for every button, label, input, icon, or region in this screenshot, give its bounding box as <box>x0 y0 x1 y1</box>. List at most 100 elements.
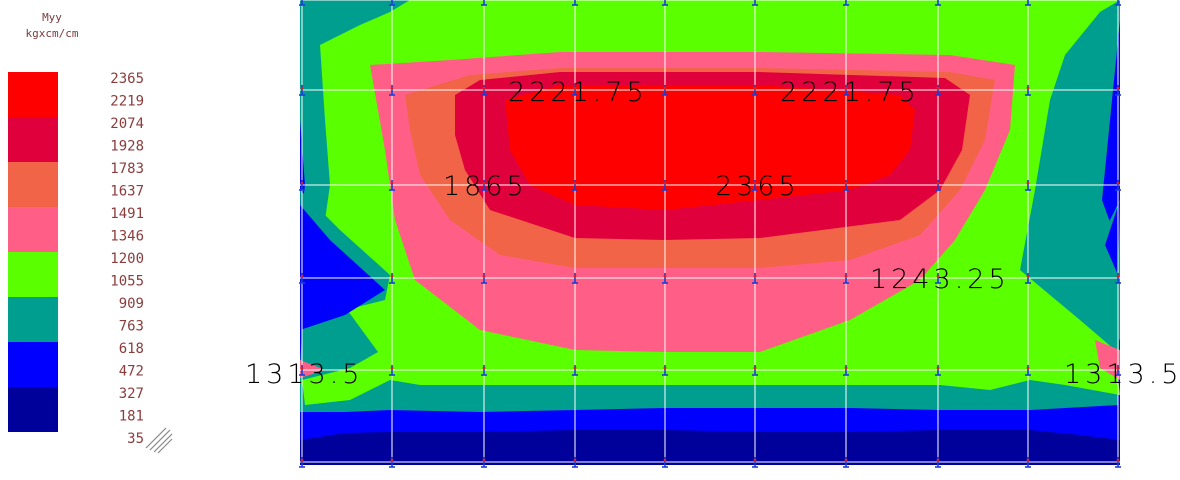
support-node-icon <box>935 0 941 6</box>
legend-value: 472 <box>119 364 144 380</box>
support-node-icon <box>843 180 849 191</box>
contour-value-label: 1243.25 <box>870 264 1010 295</box>
support-node-icon <box>389 457 395 468</box>
support-node-icon <box>1025 180 1031 191</box>
support-node-icon <box>843 85 849 96</box>
support-node-icon <box>662 273 668 284</box>
support-node-icon <box>1025 273 1031 284</box>
legend-swatch <box>8 387 58 432</box>
support-node-icon <box>299 273 305 284</box>
contour-band-blue-corner-left <box>300 205 385 330</box>
contour-value-label: 1313.5 <box>1064 359 1180 390</box>
contour-band-pink-left-corner <box>300 360 325 378</box>
legend-value: 2074 <box>110 116 144 132</box>
support-node-icon <box>1025 365 1031 376</box>
support-node-icon <box>572 365 578 376</box>
legend-value: 1491 <box>110 206 144 222</box>
contour-band-teal-right <box>1065 200 1120 340</box>
legend-value: 35 <box>127 431 144 447</box>
support-node-icon <box>1025 0 1031 6</box>
support-node-icon <box>389 273 395 284</box>
support-node-icon <box>935 457 941 468</box>
support-node-icon <box>389 180 395 191</box>
support-node-icon <box>299 180 305 191</box>
legend-value: 1055 <box>110 274 144 290</box>
support-markers <box>299 0 1121 468</box>
support-node-icon <box>481 365 487 376</box>
support-node-icon <box>299 457 305 468</box>
support-node-icon <box>572 273 578 284</box>
support-node-icon <box>1115 457 1121 468</box>
legend-swatch <box>8 117 58 162</box>
contour-band-red <box>505 85 915 210</box>
support-node-icon <box>1025 85 1031 96</box>
legend-value: 1346 <box>110 229 144 245</box>
support-node-icon <box>481 180 487 191</box>
support-node-icon <box>935 365 941 376</box>
support-node-icon <box>843 365 849 376</box>
support-node-icon <box>1115 273 1121 284</box>
support-node-icon <box>843 273 849 284</box>
support-node-icon <box>662 365 668 376</box>
support-node-icon <box>752 180 758 191</box>
legend-value: 909 <box>119 296 144 312</box>
support-node-icon <box>935 85 941 96</box>
support-node-icon <box>299 85 305 96</box>
support-node-icon <box>843 0 849 6</box>
legend-value: 181 <box>119 409 144 425</box>
support-node-icon <box>752 457 758 468</box>
support-node-icon <box>935 273 941 284</box>
support-node-icon <box>1115 180 1121 191</box>
support-node-icon <box>481 457 487 468</box>
support-node-icon <box>481 273 487 284</box>
contour-value-label: 1313.5 <box>245 359 363 390</box>
mesh-grid <box>300 0 1120 465</box>
legend-title-label: Myy <box>42 11 62 24</box>
plot-value-labels: 2221.75 2221.75 1865 2365 1243.25 1313.5 1313.… <box>245 77 1180 390</box>
legend-swatch <box>8 342 58 387</box>
legend-value: 2365 <box>110 71 144 87</box>
legend-value: 327 <box>119 386 144 402</box>
legend-unit-label: kgxcm/cm <box>25 27 79 40</box>
support-node-icon <box>572 457 578 468</box>
support-node-icon <box>481 0 487 6</box>
support-node-icon <box>752 365 758 376</box>
legend-value: 1637 <box>110 184 144 200</box>
support-node-icon <box>572 0 578 6</box>
legend-value: 763 <box>119 319 144 335</box>
support-node-icon <box>752 0 758 6</box>
contour-value-label: 2365 <box>715 171 800 202</box>
legend-value: 2219 <box>110 94 144 110</box>
color-legend: 2365 2219 2074 1928 1783 1637 1491 1346 1200 1055… <box>8 71 173 454</box>
support-node-icon <box>299 365 305 376</box>
support-node-icon <box>752 85 758 96</box>
support-node-icon <box>299 0 305 6</box>
support-node-icon <box>662 85 668 96</box>
support-node-icon <box>1115 85 1121 96</box>
support-node-icon <box>752 273 758 284</box>
legend-hatch-icon <box>145 427 173 454</box>
support-node-icon <box>389 365 395 376</box>
support-node-icon <box>662 180 668 191</box>
legend-swatch <box>8 297 58 342</box>
support-node-icon <box>389 0 395 6</box>
support-node-icon <box>389 85 395 96</box>
legend-title: Myy kgxcm/cm <box>22 10 82 42</box>
support-node-icon <box>572 85 578 96</box>
legend-swatch <box>8 207 58 252</box>
contour-value-label: 2221.75 <box>780 77 920 108</box>
support-node-icon <box>843 457 849 468</box>
legend-swatch <box>8 72 58 117</box>
support-node-icon <box>481 85 487 96</box>
support-node-icon <box>662 0 668 6</box>
legend-value: 1928 <box>110 139 144 155</box>
legend-swatch <box>8 162 58 207</box>
support-node-icon <box>662 457 668 468</box>
legend-value: 618 <box>119 341 144 357</box>
contour-band-blue-corner-right <box>1105 200 1120 275</box>
support-node-icon <box>1115 365 1121 376</box>
legend-swatch <box>8 252 58 297</box>
contour-value-label: 1865 <box>443 171 528 202</box>
support-node-icon <box>572 180 578 191</box>
